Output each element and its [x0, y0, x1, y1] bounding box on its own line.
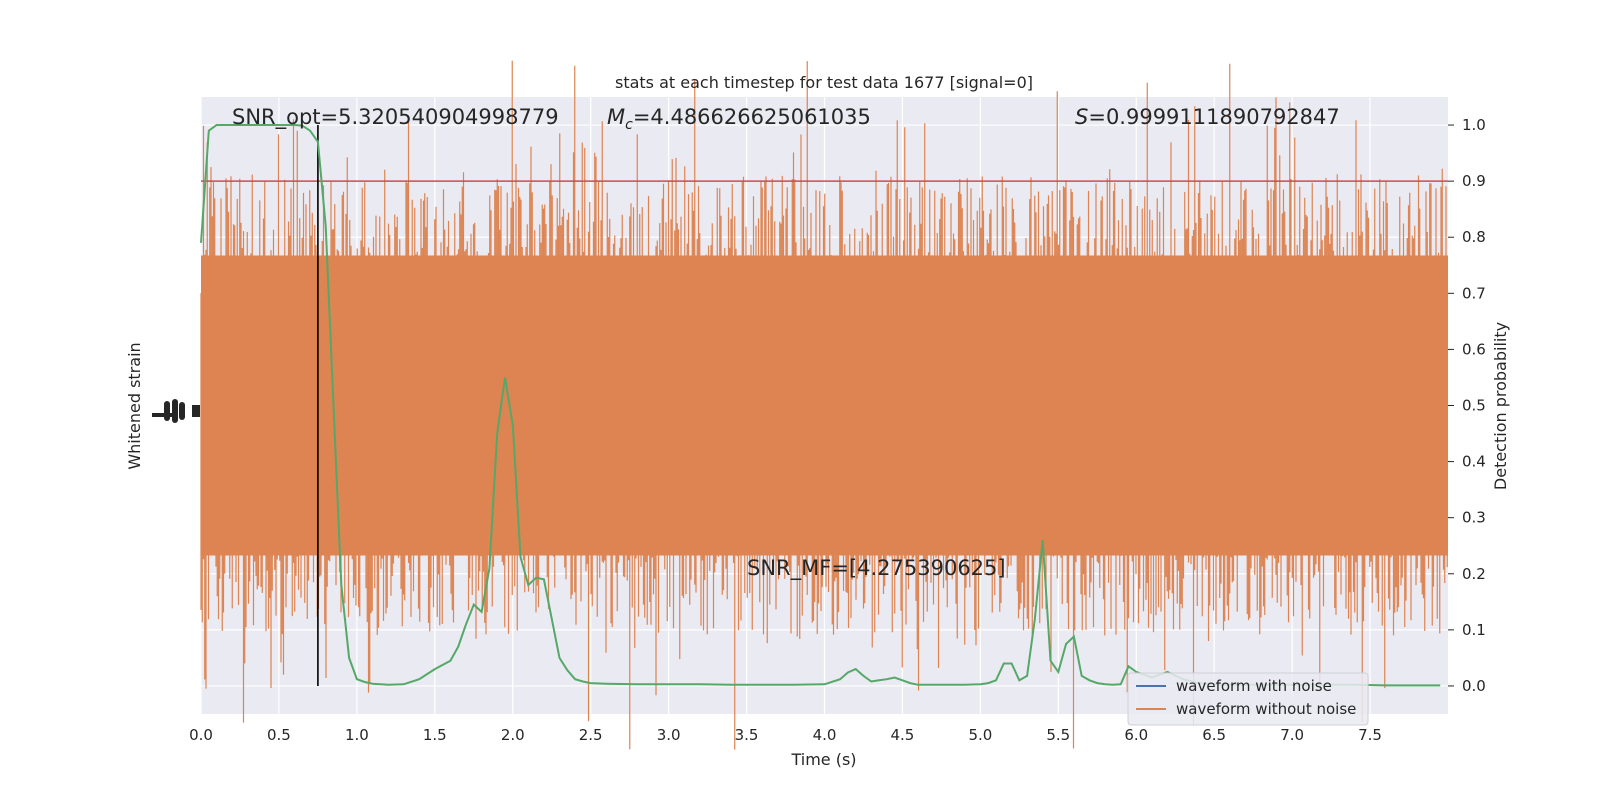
legend: waveform with noise waveform without noi…: [1127, 672, 1369, 726]
probability-layer: [200, 124, 1448, 687]
x-tick-label: 3.0: [657, 726, 681, 744]
y-tick-label: 0.5: [1462, 397, 1486, 415]
x-tick-label: 0.5: [267, 726, 291, 744]
y-axis-label-right: Detection probability: [1491, 322, 1510, 490]
x-tick-label: 4.5: [891, 726, 915, 744]
x-axis-label: Time (s): [790, 750, 856, 769]
y-tick-label: 0.6: [1462, 340, 1486, 358]
x-tick-label: 7.0: [1280, 726, 1304, 744]
x-tick-label: 6.0: [1124, 726, 1148, 744]
x-tick-label: 5.5: [1046, 726, 1070, 744]
annotation-s: S=0.9999111890792847: [1075, 105, 1340, 129]
x-tick-label: 5.0: [968, 726, 992, 744]
x-tick-label: 4.0: [813, 726, 837, 744]
y-axis-label-left: Whitened strain: [125, 342, 144, 469]
x-tick-label: 3.5: [735, 726, 759, 744]
legend-label-with-noise: waveform with noise: [1176, 677, 1332, 695]
chart-title: stats at each timestep for test data 167…: [615, 73, 1033, 92]
x-tick-label: 2.5: [579, 726, 603, 744]
legend-box: [1127, 672, 1369, 726]
annotation-snr-opt: SNR_opt=5.320540904998779: [232, 105, 559, 130]
annotation-chirp-mass: Mc=4.486626625061035: [607, 105, 871, 133]
y-tick-label: 0.4: [1462, 453, 1486, 471]
y-tick-label: 0.2: [1462, 565, 1486, 583]
chirp-mass-symbol: M: [607, 105, 625, 129]
chirp-mass-value: =4.486626625061035: [633, 105, 871, 129]
y-tick-label: 0.8: [1462, 228, 1486, 246]
annotation-snr-mf: SNR_MF=[4.275390625]: [747, 556, 1006, 581]
x-tick-label: 2.0: [501, 726, 525, 744]
chirp-mass-subscript: c: [625, 117, 633, 133]
strain-spikes: [200, 60, 1448, 750]
x-tick-label: 1.0: [345, 726, 369, 744]
x-tick-label: 7.5: [1358, 726, 1382, 744]
left-axis-clutter: [152, 399, 200, 423]
y-tick-label: 0.7: [1462, 284, 1486, 302]
y-tick-label: 0.0: [1462, 677, 1486, 695]
tick-labels: 0.0 0.5 1.0 1.5 2.0 2.5 3.0 3.5 4.0 4.5 5.0 5.5 6.0 6…: [189, 116, 1486, 744]
probability-line: [200, 124, 1441, 687]
legend-label-without-noise: waveform without noise: [1176, 700, 1356, 718]
y-tick-label: 0.9: [1462, 172, 1486, 190]
strain-trace: [200, 60, 1448, 750]
s-value: =0.9999111890792847: [1088, 105, 1339, 129]
x-tick-label: 0.0: [189, 726, 213, 744]
x-tick-label: 1.5: [423, 726, 447, 744]
s-symbol: S: [1075, 105, 1088, 129]
y-tick-label: 0.1: [1462, 621, 1486, 639]
y-tick-label: 1.0: [1462, 116, 1486, 134]
x-tick-label: 6.5: [1202, 726, 1226, 744]
y-tick-label: 0.3: [1462, 509, 1486, 527]
